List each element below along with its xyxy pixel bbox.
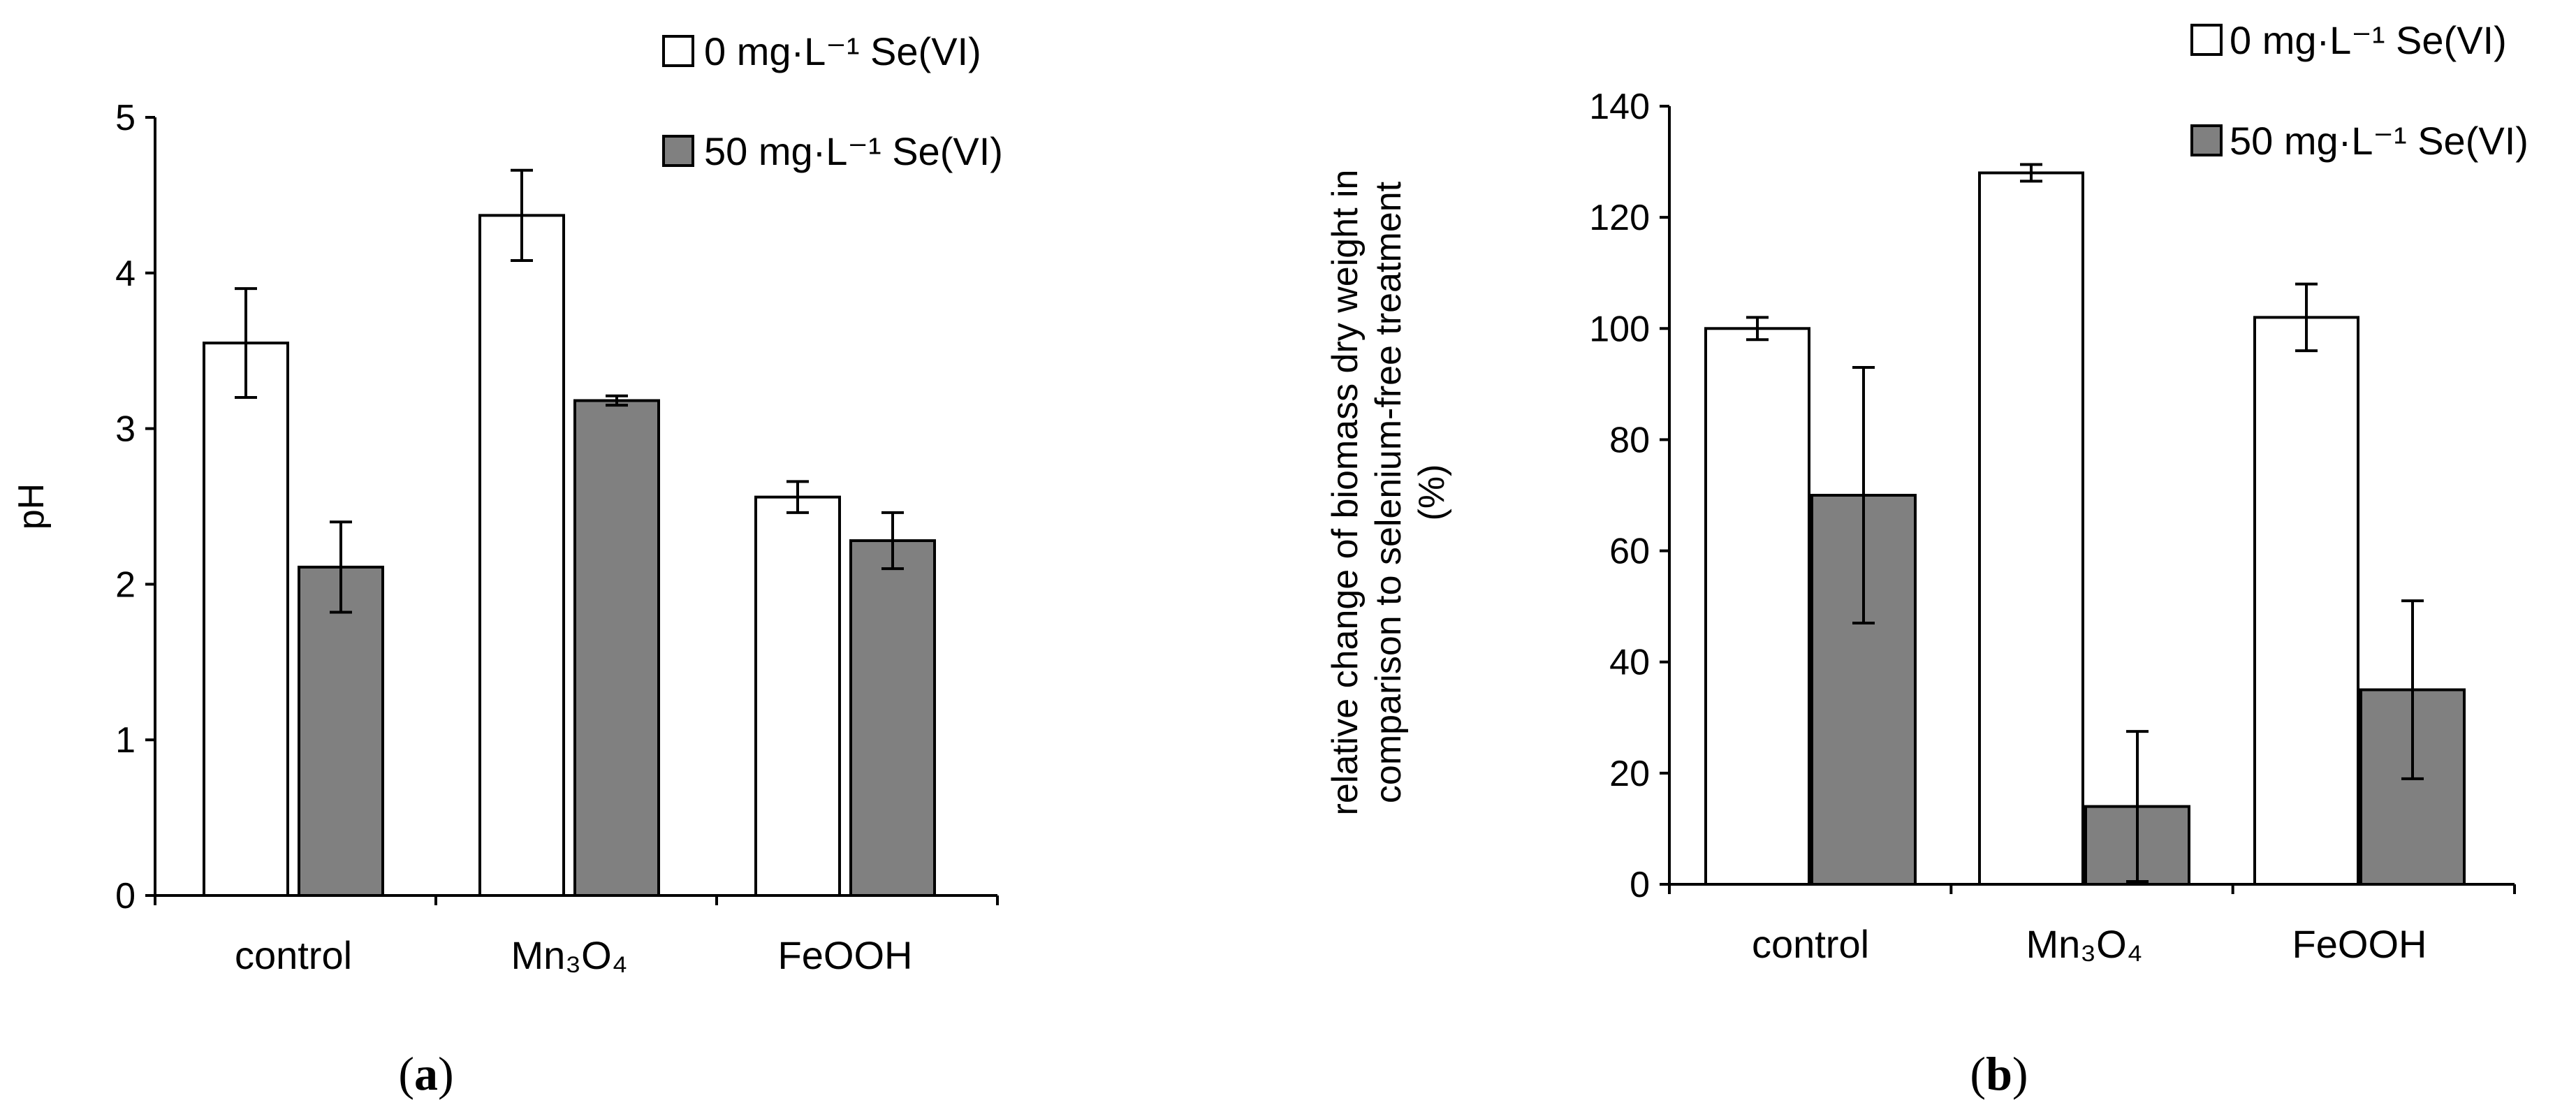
bar-se0-0 xyxy=(203,342,289,897)
panel-a-label: (a) xyxy=(398,1047,453,1100)
y-tick-label: 4 xyxy=(115,254,136,294)
y-tick-label: 100 xyxy=(1589,309,1650,349)
y-tick-label: 5 xyxy=(115,98,136,138)
bar-se0-1 xyxy=(478,214,565,897)
x-category-label: FeOOH xyxy=(2292,922,2427,966)
chart-b-biomass: 0 20 40 60 80 100 120 140 control Mn₃O₄ FeOOH relat… xyxy=(1325,87,2516,966)
legend-a-swatch-0 xyxy=(662,35,694,67)
bar-se0-0 xyxy=(1704,327,1810,886)
panel-b-letter: b xyxy=(1986,1047,2012,1100)
panel-a-letter: a xyxy=(414,1047,438,1100)
bar-se0-2 xyxy=(754,495,841,897)
x-category-label: Mn₃O₄ xyxy=(2026,922,2142,966)
y-tick-label: 40 xyxy=(1609,643,1650,683)
y-axis-label-line: relative change of biomass dry weight in xyxy=(1325,170,1366,816)
bar-se0-2 xyxy=(2253,316,2359,886)
legend-b-swatch-1 xyxy=(2190,124,2223,156)
legend-a-swatch-1 xyxy=(662,135,694,167)
y-axis-label-line: (%) xyxy=(1412,465,1452,521)
y-axis-label: pH xyxy=(11,483,52,529)
x-category-label: Mn₃O₄ xyxy=(511,933,627,977)
legend-a-label-1: 50 mg·L⁻¹ Se(VI) xyxy=(704,129,1003,173)
y-tick-label: 140 xyxy=(1589,87,1650,127)
legend-b-label-0: 0 mg·L⁻¹ Se(VI) xyxy=(2230,18,2507,62)
legend-b: 0 mg·L⁻¹ Se(VI) 50 mg·L⁻¹ Se(VI) xyxy=(2190,18,2529,163)
y-tick-label: 0 xyxy=(115,876,136,916)
x-category-label: control xyxy=(1752,922,1869,966)
y-tick-label: 1 xyxy=(115,720,136,761)
bar-se50-2 xyxy=(849,539,936,897)
y-axis-label-line: comparison to selenium-free treatment xyxy=(1368,181,1409,803)
bar-se50-0 xyxy=(298,565,384,898)
legend-b-label-1: 50 mg·L⁻¹ Se(VI) xyxy=(2230,119,2529,163)
chart-a-ph: 0 1 2 3 4 5 control Mn₃O₄ FeOOH pH xyxy=(11,98,999,977)
panel-b-label: (b) xyxy=(1970,1047,2028,1100)
legend-a-label-0: 0 mg·L⁻¹ Se(VI) xyxy=(704,29,981,73)
bar-se50-1 xyxy=(573,399,660,897)
bar-se0-1 xyxy=(1978,171,2084,886)
legend-b-swatch-0 xyxy=(2190,24,2223,56)
y-tick-label: 80 xyxy=(1609,420,1650,460)
y-tick-label: 120 xyxy=(1589,198,1650,238)
x-category-label: FeOOH xyxy=(778,933,913,977)
y-tick-label: 2 xyxy=(115,564,136,605)
y-tick-label: 20 xyxy=(1609,754,1650,794)
x-category-label: control xyxy=(235,933,352,977)
y-tick-label: 60 xyxy=(1609,532,1650,572)
y-tick-label: 3 xyxy=(115,409,136,450)
y-axis-label: relative change of biomass dry weight in… xyxy=(1325,170,1452,816)
y-tick-label: 0 xyxy=(1630,865,1650,905)
legend-a: 0 mg·L⁻¹ Se(VI) 50 mg·L⁻¹ Se(VI) xyxy=(662,29,1003,173)
